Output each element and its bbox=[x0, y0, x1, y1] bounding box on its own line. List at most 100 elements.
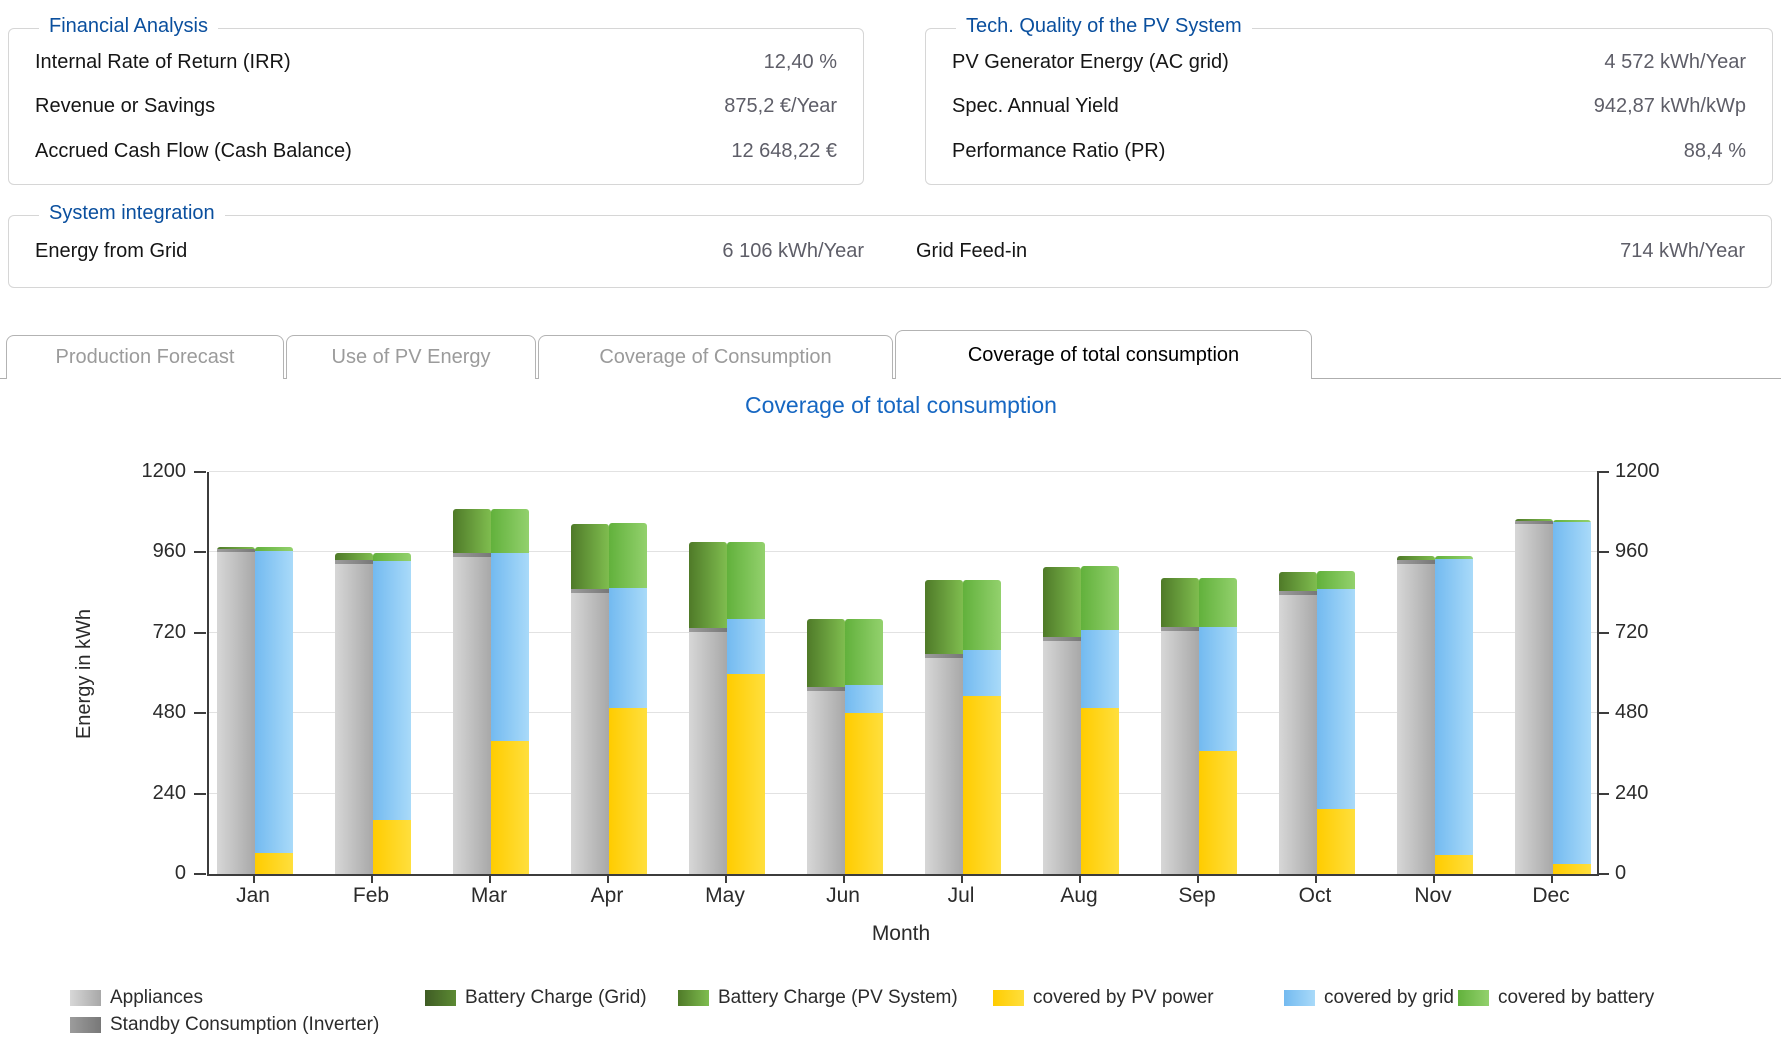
panel-rows: Internal Rate of Return (IRR)12,40 % Reve… bbox=[9, 29, 863, 184]
y-tick-right bbox=[1597, 873, 1609, 875]
tech-quality-panel: Tech. Quality of the PV System PV Genera… bbox=[925, 28, 1773, 185]
consumption-bar-mar bbox=[453, 509, 491, 874]
consumption-bar-sep bbox=[1161, 578, 1199, 874]
tab-use-of-pv-energy[interactable]: Use of PV Energy bbox=[286, 335, 536, 379]
row-label-accrued-cash-flow-cash-balance: Accrued Cash Flow (Cash Balance) bbox=[35, 140, 352, 163]
legend-swatch-appliances bbox=[70, 990, 101, 1006]
bar-group-sep bbox=[1161, 578, 1237, 874]
segment-covered-by-pv-power bbox=[1081, 708, 1119, 874]
panel-title: Tech. Quality of the PV System bbox=[956, 15, 1252, 38]
segment-covered-by-grid bbox=[963, 650, 1001, 696]
y-tick-label-right-1200: 1200 bbox=[1615, 460, 1685, 483]
x-tick-aug bbox=[1079, 876, 1081, 883]
legend-item-covered-by-battery: covered by battery bbox=[1458, 987, 1654, 1009]
segment-appliances bbox=[925, 658, 963, 874]
segment-battery-charge-pv-system bbox=[1279, 572, 1317, 591]
segment-appliances bbox=[1043, 641, 1081, 874]
y-tick-right bbox=[1597, 712, 1609, 714]
x-tick-nov bbox=[1433, 876, 1435, 883]
gridline-240 bbox=[209, 793, 1597, 794]
row-value-energy-from-grid: 6 106 kWh/Year bbox=[722, 240, 864, 263]
y-tick-label-right-240: 240 bbox=[1615, 782, 1685, 805]
legend-swatch-covered-by-battery bbox=[1458, 990, 1489, 1006]
segment-battery-charge-pv-system bbox=[453, 509, 491, 553]
segment-battery-charge-pv-system bbox=[1043, 567, 1081, 637]
row-label-internal-rate-of-return-irr: Internal Rate of Return (IRR) bbox=[35, 51, 291, 74]
consumption-bar-oct bbox=[1279, 572, 1317, 874]
segment-appliances bbox=[689, 632, 727, 874]
legend-label-standby-consumption-inverter: Standby Consumption (Inverter) bbox=[110, 1014, 379, 1036]
segment-covered-by-pv-power bbox=[845, 713, 883, 874]
x-tick-label-jul: Jul bbox=[916, 884, 1006, 908]
tab-coverage-of-total-consumption[interactable]: Coverage of total consumption bbox=[895, 330, 1312, 379]
segment-covered-by-grid bbox=[373, 561, 411, 820]
panel-row: Internal Rate of Return (IRR)12,40 % bbox=[9, 51, 863, 74]
segment-covered-by-battery bbox=[373, 553, 411, 561]
financial-analysis-panel: Financial Analysis Internal Rate of Retu… bbox=[8, 28, 864, 185]
panel-row: Performance Ratio (PR)88,4 % bbox=[926, 140, 1772, 163]
row-label-energy-from-grid: Energy from Grid bbox=[35, 240, 187, 263]
tab-production-forecast[interactable]: Production Forecast bbox=[6, 335, 284, 379]
panel-row: Revenue or Savings875,2 €/Year bbox=[9, 95, 863, 118]
x-tick-label-feb: Feb bbox=[326, 884, 416, 908]
row-label-revenue-or-savings: Revenue or Savings bbox=[35, 95, 215, 118]
legend-item-standby-consumption-inverter: Standby Consumption (Inverter) bbox=[70, 1014, 379, 1036]
y-tick-right bbox=[1597, 632, 1609, 634]
y-tick-label-right-480: 480 bbox=[1615, 701, 1685, 724]
legend-label-battery-charge-pv-system: Battery Charge (PV System) bbox=[718, 987, 958, 1009]
segment-covered-by-pv-power bbox=[727, 674, 765, 874]
segment-covered-by-pv-power bbox=[255, 853, 293, 874]
segment-covered-by-grid bbox=[845, 685, 883, 713]
x-tick-mar bbox=[489, 876, 491, 883]
gridline-720 bbox=[209, 632, 1597, 633]
y-tick-left bbox=[194, 873, 206, 875]
tab-strip: Production ForecastUse of PV EnergyCover… bbox=[0, 330, 1781, 379]
segment-covered-by-grid bbox=[1317, 589, 1355, 809]
chart-title: Coverage of total consumption bbox=[207, 392, 1595, 419]
coverage-bar-feb bbox=[373, 553, 411, 874]
panel-rows: PV Generator Energy (AC grid)4 572 kWh/Y… bbox=[926, 29, 1772, 184]
panel-title: Financial Analysis bbox=[39, 15, 218, 38]
bar-group-oct bbox=[1279, 571, 1355, 874]
segment-appliances bbox=[335, 564, 373, 874]
y-tick-label-left-0: 0 bbox=[116, 862, 186, 885]
segment-covered-by-grid bbox=[1553, 522, 1591, 864]
x-tick-label-apr: Apr bbox=[562, 884, 652, 908]
legend-swatch-battery-charge-grid bbox=[425, 990, 456, 1006]
x-tick-oct bbox=[1315, 876, 1317, 883]
panel-title: System integration bbox=[39, 202, 225, 225]
bar-group-jan bbox=[217, 547, 293, 874]
segment-covered-by-battery bbox=[1199, 578, 1237, 627]
segment-covered-by-pv-power bbox=[1553, 864, 1591, 874]
x-tick-jun bbox=[843, 876, 845, 883]
y-tick-label-left-720: 720 bbox=[116, 621, 186, 644]
x-tick-may bbox=[725, 876, 727, 883]
consumption-bar-jul bbox=[925, 580, 963, 874]
segment-covered-by-battery bbox=[609, 523, 647, 588]
bar-group-may bbox=[689, 542, 765, 874]
segment-battery-charge-pv-system bbox=[807, 619, 845, 687]
segment-covered-by-grid bbox=[491, 553, 529, 741]
tab-coverage-of-consumption[interactable]: Coverage of Consumption bbox=[538, 335, 893, 379]
segment-appliances bbox=[571, 593, 609, 874]
segment-battery-charge-pv-system bbox=[571, 524, 609, 589]
segment-covered-by-pv-power bbox=[373, 820, 411, 874]
panel-row: PV Generator Energy (AC grid)4 572 kWh/Y… bbox=[926, 51, 1772, 74]
y-tick-left bbox=[194, 551, 206, 553]
segment-covered-by-battery bbox=[491, 509, 529, 553]
consumption-bar-dec bbox=[1515, 519, 1553, 874]
y-tick-label-right-960: 960 bbox=[1615, 540, 1685, 563]
y-tick-right bbox=[1597, 551, 1609, 553]
segment-covered-by-battery bbox=[727, 542, 765, 619]
row-label-spec-annual-yield: Spec. Annual Yield bbox=[952, 95, 1119, 118]
consumption-bar-nov bbox=[1397, 556, 1435, 874]
segment-appliances bbox=[1279, 595, 1317, 874]
coverage-bar-aug bbox=[1081, 566, 1119, 874]
bar-group-apr bbox=[571, 523, 647, 874]
x-tick-label-may: May bbox=[680, 884, 770, 908]
segment-covered-by-grid bbox=[727, 619, 765, 674]
coverage-bar-apr bbox=[609, 523, 647, 874]
segment-covered-by-pv-power bbox=[1317, 809, 1355, 874]
row-value-pv-generator-energy-ac-grid: 4 572 kWh/Year bbox=[1604, 51, 1746, 74]
coverage-bar-sep bbox=[1199, 578, 1237, 874]
